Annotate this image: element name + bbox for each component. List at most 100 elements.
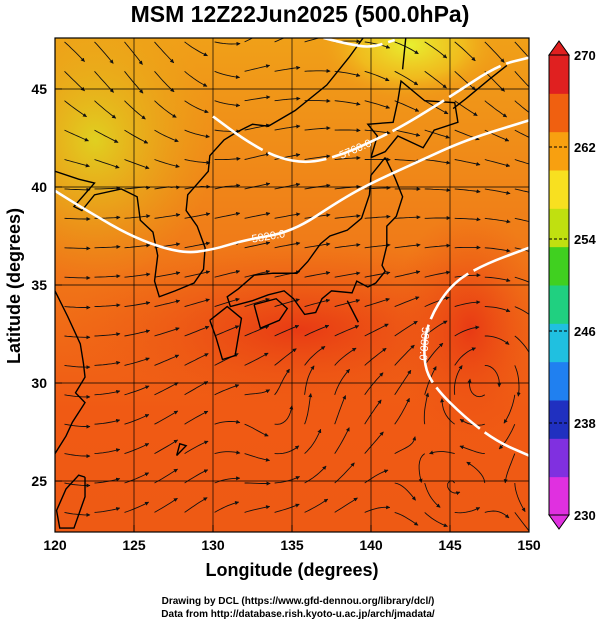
- streamline: [184, 469, 209, 484]
- streamline: [514, 512, 529, 532]
- streamline: [94, 159, 120, 169]
- streamline: [467, 378, 486, 398]
- streamline: [184, 440, 209, 454]
- streamline: [274, 241, 301, 249]
- streamline: [334, 271, 361, 278]
- streamline: [364, 185, 391, 190]
- streamline: [394, 70, 419, 86]
- streamline: [424, 129, 450, 139]
- streamline: [214, 325, 240, 337]
- colorbar-label-246: 246: [574, 324, 596, 339]
- streamline: [454, 300, 481, 308]
- streamline: [244, 423, 269, 437]
- x-tick-label-140: 140: [359, 537, 383, 553]
- y-tick-label-35: 35: [31, 277, 47, 293]
- streamline: [64, 129, 89, 142]
- streamline: [394, 243, 421, 249]
- streamline: [304, 498, 329, 513]
- streamline: [454, 273, 481, 278]
- streamline: [484, 217, 511, 224]
- streamline: [244, 481, 271, 486]
- colorbar-label-238: 238: [574, 416, 596, 431]
- coastline-segment: [346, 300, 359, 323]
- streamline: [184, 298, 210, 308]
- streamline: [514, 100, 529, 113]
- streamline: [154, 159, 180, 169]
- streamline: [364, 70, 390, 82]
- streamline: [304, 271, 331, 278]
- streamline: [484, 510, 510, 519]
- streamline: [304, 365, 315, 395]
- colorbar-label-262: 262: [574, 140, 596, 155]
- streamline: [424, 188, 451, 193]
- streamline: [124, 329, 151, 337]
- streamline: [304, 393, 313, 425]
- streamline: [274, 96, 301, 102]
- streamline: [94, 244, 121, 249]
- streamline: [124, 501, 150, 513]
- streamline: [94, 100, 117, 119]
- y-tick-label-30: 30: [31, 375, 47, 391]
- streamline: [214, 476, 241, 484]
- contour-line-5880.0: [423, 246, 529, 457]
- streamline: [154, 299, 181, 308]
- streamline: [454, 70, 476, 91]
- streamline: [304, 98, 331, 103]
- streamline: [64, 305, 91, 310]
- colorbar-segment: [549, 476, 569, 516]
- streamline: [364, 271, 391, 278]
- streamline: [514, 217, 529, 223]
- streamline: [214, 450, 241, 455]
- streamline: [214, 100, 241, 108]
- coastline-segment: [226, 157, 404, 316]
- colorbar-max-arrow: [548, 40, 570, 56]
- streamline: [64, 394, 91, 399]
- streamline: [424, 243, 451, 249]
- streamline: [514, 335, 529, 360]
- streamline: [184, 410, 209, 425]
- streamline: [154, 327, 180, 337]
- streamline: [244, 325, 270, 337]
- streamline: [274, 182, 301, 190]
- streamline: [424, 70, 447, 89]
- streamline: [124, 301, 151, 308]
- streamline: [274, 324, 300, 337]
- streamline: [64, 41, 85, 62]
- streamline: [94, 507, 121, 513]
- colorbar-min-arrow: [548, 514, 570, 530]
- streamline: [334, 214, 361, 219]
- streamline: [94, 389, 121, 396]
- streamline: [244, 38, 254, 43]
- streamline: [394, 320, 418, 337]
- streamline: [459, 445, 485, 455]
- streamline: [214, 297, 240, 308]
- cold-region-northwest: [55, 38, 215, 280]
- streamline: [466, 461, 486, 484]
- streamline: [274, 270, 301, 278]
- streamline: [184, 159, 211, 165]
- warm-region-east: [390, 210, 529, 450]
- streamline: [394, 436, 417, 454]
- streamline: [424, 270, 451, 278]
- streamline: [364, 129, 391, 135]
- credit-line-2: Data from http://database.rish.kyoto-u.a…: [161, 609, 435, 620]
- streamline: [364, 505, 391, 513]
- streamline: [514, 188, 529, 193]
- streamline: [184, 381, 209, 396]
- streamline: [394, 41, 419, 55]
- streamline: [64, 423, 91, 429]
- streamline: [514, 41, 529, 59]
- coastline-segment: [253, 297, 289, 330]
- streamline: [154, 271, 181, 278]
- streamline: [484, 41, 505, 63]
- streamline: [124, 41, 143, 65]
- streamline: [440, 398, 455, 425]
- streamline: [459, 418, 485, 426]
- streamline: [334, 100, 361, 106]
- streamline: [124, 214, 151, 219]
- coastline-segment: [175, 442, 188, 457]
- streamline: [64, 187, 91, 192]
- streamline: [244, 297, 270, 308]
- streamline: [214, 129, 241, 134]
